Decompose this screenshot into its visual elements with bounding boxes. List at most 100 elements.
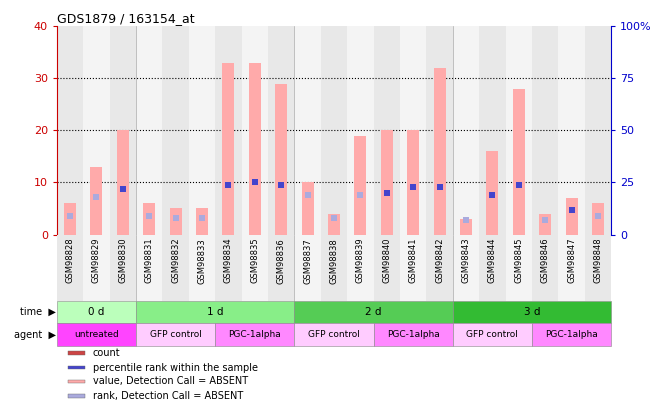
Bar bbox=[242, 26, 268, 234]
Bar bbox=[295, 234, 321, 301]
Bar bbox=[532, 26, 558, 234]
Bar bbox=[479, 26, 506, 234]
Text: 3 d: 3 d bbox=[524, 307, 540, 317]
Bar bbox=[196, 209, 208, 234]
Text: GSM98848: GSM98848 bbox=[594, 238, 603, 284]
Bar bbox=[268, 234, 295, 301]
Bar bbox=[136, 26, 162, 234]
Bar bbox=[381, 130, 393, 234]
Bar bbox=[162, 234, 189, 301]
Text: percentile rank within the sample: percentile rank within the sample bbox=[93, 363, 258, 373]
Bar bbox=[558, 26, 584, 234]
Bar bbox=[513, 89, 525, 234]
Bar bbox=[189, 26, 215, 234]
Bar bbox=[170, 209, 182, 234]
Text: GSM98847: GSM98847 bbox=[567, 238, 576, 284]
Text: GSM98833: GSM98833 bbox=[198, 238, 206, 284]
Bar bbox=[222, 63, 234, 234]
Text: PGC-1alpha: PGC-1alpha bbox=[545, 330, 598, 339]
Text: GSM98839: GSM98839 bbox=[356, 238, 365, 284]
Bar bbox=[532, 234, 558, 301]
Text: GSM98841: GSM98841 bbox=[409, 238, 418, 284]
Bar bbox=[373, 234, 400, 301]
Text: GSM98830: GSM98830 bbox=[118, 238, 128, 284]
Bar bbox=[328, 214, 340, 234]
Text: 1 d: 1 d bbox=[207, 307, 223, 317]
Text: GSM98844: GSM98844 bbox=[488, 238, 497, 284]
Text: GSM98836: GSM98836 bbox=[277, 238, 286, 284]
Text: GSM98831: GSM98831 bbox=[145, 238, 154, 284]
Text: 2 d: 2 d bbox=[365, 307, 382, 317]
Bar bbox=[117, 130, 129, 234]
Bar bbox=[57, 26, 84, 234]
Bar bbox=[584, 234, 611, 301]
Bar bbox=[321, 234, 347, 301]
Bar bbox=[479, 234, 506, 301]
Text: GSM98832: GSM98832 bbox=[171, 238, 180, 284]
Bar bbox=[453, 26, 479, 234]
Bar bbox=[460, 219, 472, 234]
Bar bbox=[347, 26, 373, 234]
Text: GSM98842: GSM98842 bbox=[435, 238, 444, 284]
Text: GDS1879 / 163154_at: GDS1879 / 163154_at bbox=[57, 12, 194, 25]
Bar bbox=[68, 366, 85, 369]
Text: PGC-1alpha: PGC-1alpha bbox=[228, 330, 281, 339]
Text: GSM98835: GSM98835 bbox=[250, 238, 259, 284]
Bar bbox=[136, 234, 162, 301]
Bar bbox=[486, 151, 498, 234]
Text: GSM98845: GSM98845 bbox=[514, 238, 523, 284]
Text: GSM98834: GSM98834 bbox=[224, 238, 233, 284]
Bar bbox=[68, 380, 85, 383]
Bar bbox=[68, 351, 85, 355]
Bar bbox=[90, 167, 102, 234]
Bar bbox=[539, 214, 551, 234]
Text: GSM98837: GSM98837 bbox=[303, 238, 312, 284]
Text: GFP control: GFP control bbox=[308, 330, 360, 339]
Text: time  ▶: time ▶ bbox=[21, 307, 56, 317]
Bar bbox=[242, 234, 268, 301]
Bar bbox=[584, 26, 611, 234]
Bar bbox=[453, 234, 479, 301]
Text: GSM98838: GSM98838 bbox=[329, 238, 339, 284]
Text: PGC-1alpha: PGC-1alpha bbox=[387, 330, 440, 339]
Bar bbox=[400, 26, 426, 234]
Bar bbox=[189, 234, 215, 301]
Text: value, Detection Call = ABSENT: value, Detection Call = ABSENT bbox=[93, 376, 248, 386]
Text: count: count bbox=[93, 348, 120, 358]
Bar bbox=[275, 83, 287, 234]
Bar bbox=[84, 26, 110, 234]
Bar bbox=[68, 394, 85, 398]
Bar bbox=[215, 234, 242, 301]
Text: GSM98828: GSM98828 bbox=[65, 238, 74, 284]
Text: 0 d: 0 d bbox=[88, 307, 105, 317]
Bar bbox=[162, 26, 189, 234]
Bar bbox=[400, 234, 426, 301]
Bar bbox=[407, 130, 419, 234]
Bar bbox=[295, 26, 321, 234]
Bar bbox=[215, 26, 242, 234]
Bar bbox=[268, 26, 295, 234]
Bar bbox=[110, 234, 136, 301]
Bar bbox=[84, 234, 110, 301]
Bar bbox=[426, 234, 453, 301]
Text: GSM98829: GSM98829 bbox=[92, 238, 101, 284]
Text: untreated: untreated bbox=[74, 330, 119, 339]
Text: GSM98840: GSM98840 bbox=[382, 238, 391, 284]
Text: GFP control: GFP control bbox=[466, 330, 518, 339]
Text: rank, Detection Call = ABSENT: rank, Detection Call = ABSENT bbox=[93, 391, 243, 401]
Text: GSM98843: GSM98843 bbox=[462, 238, 470, 284]
Bar bbox=[434, 68, 446, 234]
Bar bbox=[566, 198, 578, 234]
Bar bbox=[347, 234, 373, 301]
Bar bbox=[249, 63, 261, 234]
Bar bbox=[426, 26, 453, 234]
Bar bbox=[506, 234, 532, 301]
Bar bbox=[321, 26, 347, 234]
Text: GSM98846: GSM98846 bbox=[540, 238, 550, 284]
Bar bbox=[558, 234, 584, 301]
Bar bbox=[143, 203, 155, 234]
Bar bbox=[57, 234, 84, 301]
Bar bbox=[302, 183, 313, 234]
Bar bbox=[64, 203, 76, 234]
Bar bbox=[592, 203, 604, 234]
